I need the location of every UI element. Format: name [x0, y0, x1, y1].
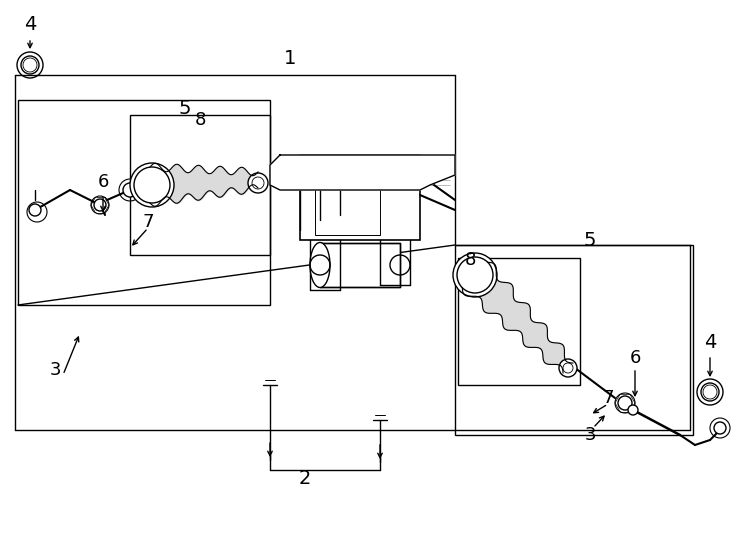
Bar: [320, 243, 400, 287]
Bar: [300, 155, 420, 240]
Ellipse shape: [310, 242, 330, 287]
Text: 5: 5: [584, 231, 596, 249]
Bar: [455, 245, 693, 435]
Polygon shape: [270, 155, 455, 190]
Circle shape: [21, 56, 39, 74]
Circle shape: [123, 183, 137, 197]
Bar: [458, 258, 580, 385]
Circle shape: [130, 163, 174, 207]
Bar: [18, 100, 270, 305]
Text: 4: 4: [23, 16, 36, 35]
Text: 8: 8: [195, 111, 206, 129]
Text: 6: 6: [629, 349, 641, 367]
Text: 3: 3: [584, 426, 596, 444]
Text: 5: 5: [179, 98, 192, 118]
Bar: [130, 115, 270, 255]
Text: 7: 7: [142, 213, 153, 231]
Circle shape: [453, 253, 497, 297]
Circle shape: [628, 405, 638, 415]
Circle shape: [248, 173, 268, 193]
Circle shape: [29, 204, 41, 216]
Polygon shape: [462, 262, 573, 373]
Circle shape: [559, 359, 577, 377]
Bar: [315, 170, 380, 235]
Text: 7: 7: [603, 389, 614, 407]
Text: 3: 3: [49, 361, 61, 379]
Text: 4: 4: [704, 333, 716, 352]
Circle shape: [714, 422, 726, 434]
Circle shape: [701, 383, 719, 401]
Text: 1: 1: [284, 49, 297, 68]
Circle shape: [618, 396, 632, 410]
Circle shape: [94, 199, 106, 211]
Text: 2: 2: [299, 469, 311, 488]
Text: 8: 8: [465, 251, 476, 269]
Text: 6: 6: [98, 173, 109, 191]
